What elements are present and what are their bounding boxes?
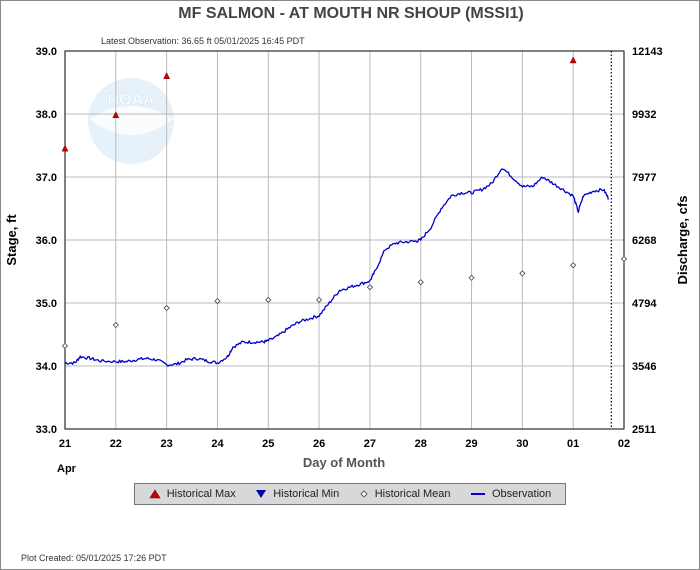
historical-mean-point bbox=[468, 274, 475, 281]
grid-lines bbox=[65, 51, 624, 429]
noaa-logo: NOAA bbox=[88, 78, 174, 164]
x-axis-label: Day of Month bbox=[303, 455, 385, 470]
y2-tick-label: 9932 bbox=[632, 109, 656, 121]
x-tick-label: 26 bbox=[313, 438, 325, 450]
historical-mean-point bbox=[214, 297, 221, 305]
historical-mean-point bbox=[61, 342, 69, 349]
x-tick-label: 21 bbox=[59, 438, 71, 450]
legend-label: Historical Mean bbox=[374, 488, 451, 500]
historical-mean-point bbox=[315, 296, 323, 303]
x-tick-label: 27 bbox=[364, 438, 376, 450]
historical-max-point bbox=[61, 144, 69, 152]
historical-mean-point bbox=[519, 270, 526, 277]
historical-mean-point bbox=[620, 255, 628, 263]
y2-tick-label: 12143 bbox=[632, 46, 663, 58]
x-month-label: Apr bbox=[57, 463, 77, 475]
triangle-down-icon bbox=[256, 490, 267, 498]
x-tick-label: 23 bbox=[161, 438, 173, 450]
logo-text: NOAA bbox=[107, 92, 155, 109]
axes: 21 22 23 24 25 26 27 28 29 30 01 02 33.0 34.0 35.0 36.0… bbox=[36, 46, 663, 450]
legend-label: Observation bbox=[491, 488, 552, 500]
legend-item-observation: Observation bbox=[470, 488, 551, 500]
historical-max-point bbox=[569, 56, 577, 64]
chart-legend: Historical Max Historical Min Historical… bbox=[134, 483, 566, 505]
x-tick-label: 28 bbox=[415, 438, 427, 450]
legend-label: Historical Max bbox=[166, 488, 236, 500]
logo-wave bbox=[89, 106, 173, 135]
legend-item-historical-max: Historical Max bbox=[149, 488, 236, 500]
line-icon bbox=[470, 493, 485, 495]
x-tick-label: 29 bbox=[465, 438, 477, 450]
legend-label: Historical Min bbox=[273, 488, 340, 500]
historical-mean-point bbox=[265, 296, 272, 303]
x-tick-label: 25 bbox=[262, 438, 274, 450]
y2-tick-label: 7977 bbox=[632, 172, 656, 184]
y2-tick-label: 6268 bbox=[632, 235, 656, 247]
y-tick-label: 37.0 bbox=[36, 172, 57, 184]
historical-mean-point bbox=[570, 262, 577, 269]
x-tick-label: 22 bbox=[110, 438, 122, 450]
historical-mean-point bbox=[163, 304, 170, 312]
latest-observation-text: Latest Observation: 36.65 ft 05/01/2025 … bbox=[101, 36, 305, 46]
y-tick-label: 36.0 bbox=[36, 235, 57, 247]
y-tick-label: 39.0 bbox=[36, 46, 57, 58]
legend-item-historical-min: Historical Min bbox=[255, 488, 339, 500]
plot-area bbox=[64, 50, 625, 430]
y2-tick-label: 3546 bbox=[632, 361, 656, 373]
y-tick-label: 34.0 bbox=[36, 361, 57, 373]
historical-mean-point bbox=[417, 279, 424, 286]
y-tick-label: 33.0 bbox=[36, 424, 57, 436]
observation-line bbox=[64, 168, 609, 367]
historical-max-point bbox=[163, 72, 171, 79]
x-tick-label: 01 bbox=[567, 438, 579, 450]
hydrograph-chart: NOAA 21 22 23 24 25 26 27 28 29 30 01 02 33.0 34.0 35.… bbox=[4, 46, 690, 475]
y2-axis-label: Discharge, cfs bbox=[675, 196, 690, 285]
x-tick-label: 24 bbox=[211, 438, 224, 450]
historical-max-point bbox=[112, 111, 120, 119]
y2-tick-label: 4794 bbox=[632, 298, 657, 310]
historical-mean-point bbox=[112, 321, 119, 329]
legend-item-historical-mean: Historical Mean bbox=[359, 488, 451, 500]
x-tick-label: 30 bbox=[516, 438, 528, 450]
x-tick-label: 02 bbox=[618, 438, 630, 450]
chart-marks bbox=[61, 51, 628, 429]
y-tick-label: 35.0 bbox=[36, 298, 57, 310]
historical-mean-point bbox=[366, 284, 374, 291]
triangle-up-icon bbox=[149, 489, 161, 499]
chart-title: MF SALMON - AT MOUTH NR SHOUP (MSSI1) bbox=[178, 5, 524, 22]
y2-tick-label: 2511 bbox=[632, 424, 656, 436]
diamond-icon bbox=[360, 490, 368, 498]
y-tick-label: 38.0 bbox=[36, 109, 57, 121]
y-axis-label: Stage, ft bbox=[4, 214, 19, 266]
plot-created-text: Plot Created: 05/01/2025 17:26 PDT bbox=[21, 553, 167, 563]
